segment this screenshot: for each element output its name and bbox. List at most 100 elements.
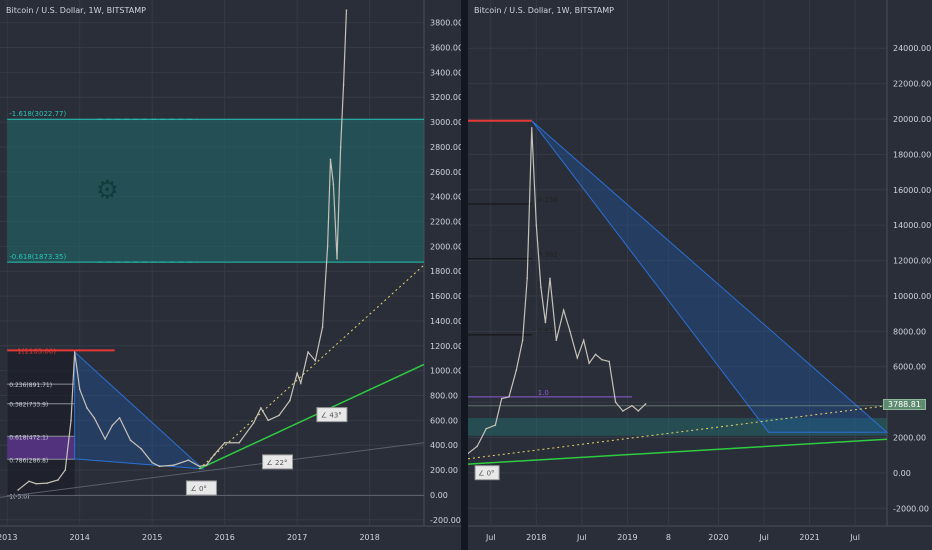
- x-tick-label: Jul: [576, 533, 587, 542]
- price-point: [267, 419, 269, 422]
- support-zone: [468, 418, 887, 436]
- fib-retracement-box: [7, 350, 75, 496]
- price-point: [278, 414, 280, 417]
- fib-retracement-label: 0.618(472.1): [9, 434, 48, 441]
- price-point: [205, 464, 208, 466]
- angle-label: ∠ 0°: [478, 470, 494, 478]
- price-point: [326, 245, 329, 248]
- fib-level-label: 0.618: [538, 327, 558, 335]
- price-point: [289, 399, 291, 402]
- fib-retracement-label: 0.236(891.71): [9, 382, 52, 389]
- price-series: [17, 10, 348, 491]
- price-point: [637, 410, 640, 412]
- price-point: [104, 438, 106, 440]
- price-point: [530, 127, 533, 129]
- angle-label-box: [474, 465, 500, 481]
- x-tick-label: 2015: [142, 533, 162, 542]
- x-tick-label: 2019: [617, 533, 637, 542]
- y-tick-label: 3800.00: [430, 19, 461, 28]
- price-point: [526, 277, 529, 280]
- price-point: [494, 424, 497, 426]
- right-chart-title: Bitcoin / U.S. Dollar, 1W, BITSTAMP: [474, 6, 614, 15]
- panel-separator[interactable]: [461, 0, 468, 550]
- y-tick-label: 800.00: [430, 392, 458, 401]
- y-tick-label: 3600.00: [430, 44, 461, 53]
- price-point: [64, 469, 67, 471]
- x-tick-label: 2013: [0, 533, 17, 542]
- price-point: [500, 397, 503, 400]
- price-point: [118, 417, 121, 419]
- trendline-dotted: [468, 405, 888, 460]
- y-tick-label: 8000.00: [893, 327, 926, 336]
- angle-label-box: [316, 407, 348, 423]
- price-point: [17, 489, 19, 491]
- price-point: [339, 146, 342, 148]
- price-point: [78, 388, 81, 391]
- price-point: [644, 403, 647, 405]
- angle-label-box: [262, 454, 294, 470]
- price-point: [601, 358, 603, 361]
- y-tick-label: 0.00: [893, 469, 911, 478]
- y-tick-label: 2800.00: [430, 143, 461, 152]
- fib-level-label: 0.236: [538, 196, 559, 204]
- gear-icon: ⚙: [96, 176, 119, 206]
- price-point: [515, 369, 518, 372]
- fib-extension-label: -0.618(1873.35): [9, 253, 66, 261]
- price-point: [508, 396, 510, 398]
- y-tick-label: 14000.00: [893, 221, 931, 230]
- price-point: [562, 309, 565, 311]
- y-tick-label: 200.00: [430, 466, 458, 475]
- y-tick-label: 1800.00: [430, 267, 461, 276]
- price-point: [329, 158, 332, 161]
- y-tick-label: 16000.00: [893, 186, 931, 195]
- triangle-pattern: [531, 120, 889, 433]
- price-point: [608, 360, 610, 363]
- fib-extension-label: -1.618(3022.77): [9, 110, 66, 118]
- price-point: [332, 183, 335, 186]
- price-point: [594, 353, 597, 356]
- y-tick-label: 6000.00: [893, 363, 926, 372]
- y-tick-label: -2000.00: [893, 504, 929, 513]
- fib-extension-zone: [7, 119, 424, 263]
- x-tick-label: 2014: [70, 533, 90, 542]
- x-tick-label: 8: [666, 533, 671, 542]
- fib-retracement-top-label: 1(1163.00): [17, 347, 56, 355]
- right-chart-panel[interactable]: -2000.000.002000.004000.006000.008000.00…: [468, 0, 932, 550]
- fib-level-label: 0.382: [538, 251, 558, 259]
- price-point: [252, 422, 255, 424]
- y-tick-label: 2600.00: [430, 168, 461, 177]
- left-chart-svg: -200.00 0.00 200.00 400.00 600.00 800.00 1000.…: [0, 0, 461, 542]
- price-point: [238, 441, 240, 444]
- price-point: [468, 452, 469, 455]
- fib-retracement-label: 1(-5.0): [9, 494, 29, 501]
- trendline-grey: [0, 442, 425, 498]
- triangle-pattern: [74, 350, 205, 470]
- price-series: [468, 127, 647, 454]
- price-point: [535, 224, 538, 226]
- left-chart-panel[interactable]: -200.00 0.00 200.00 400.00 600.00 800.00 1000.…: [0, 0, 461, 550]
- y-tick-label: 3400.00: [430, 68, 461, 77]
- price-point: [314, 359, 317, 362]
- y-tick-label: 600.00: [430, 416, 458, 425]
- y-tick-label: 2000.00: [893, 434, 926, 443]
- price-point: [485, 427, 488, 430]
- trendline-green: [468, 438, 888, 465]
- fib-retracement-band: [7, 436, 75, 460]
- price-point: [588, 362, 590, 365]
- price-point: [73, 351, 76, 353]
- price-point: [35, 482, 38, 485]
- angle-label-box: [185, 480, 217, 496]
- last-price-label: 3788.81: [882, 398, 926, 410]
- price-point: [576, 357, 579, 359]
- price-point: [296, 372, 298, 374]
- price-point: [111, 424, 114, 427]
- x-tick-label: Jul: [849, 533, 860, 542]
- price-point: [307, 351, 309, 353]
- y-tick-label: 1600.00: [430, 292, 461, 301]
- price-point: [569, 330, 571, 333]
- y-tick-label: 1400.00: [430, 317, 461, 326]
- price-point: [151, 461, 154, 464]
- angle-label: ∠ 22°: [267, 459, 288, 467]
- y-tick-label: -200.00: [430, 516, 461, 525]
